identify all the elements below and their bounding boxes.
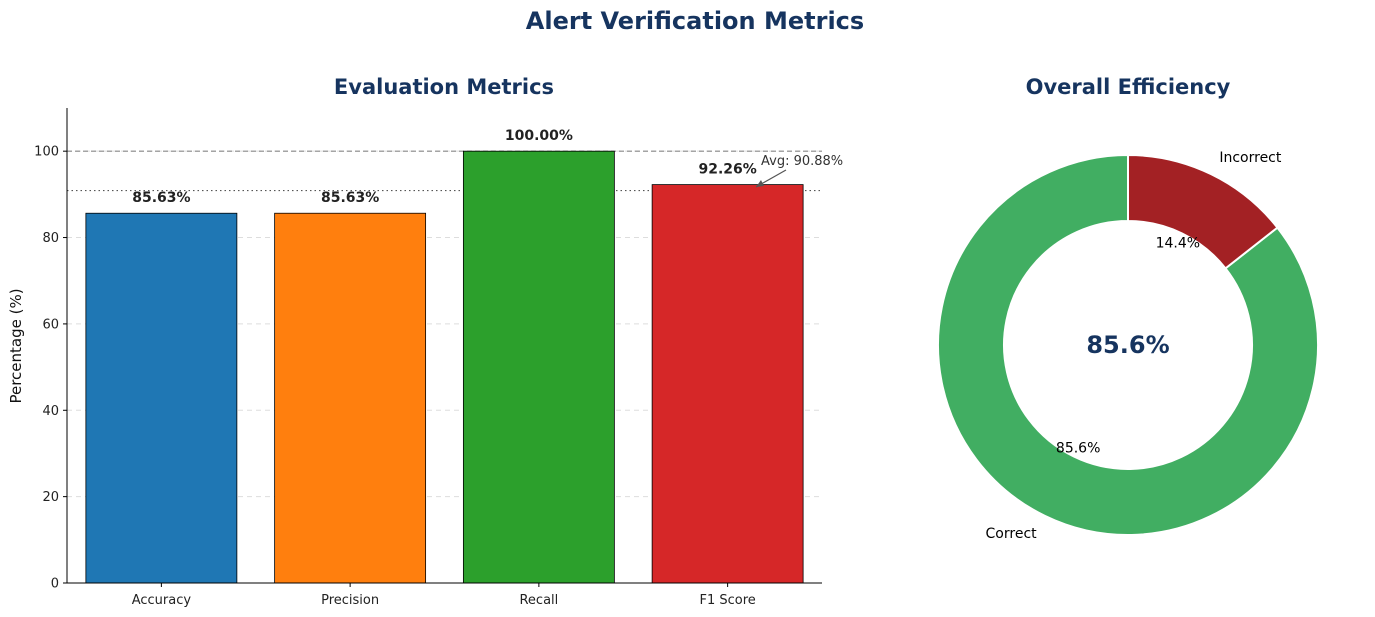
- y-tick-label: 80: [42, 231, 59, 246]
- donut-slice-incorrect: [1127, 153, 1279, 270]
- bar-chart-x-ticks: Accuracy Precision Recall F1 Score: [132, 583, 756, 608]
- average-annotation: Avg: 90.88%: [755, 154, 843, 188]
- bar-accuracy: [85, 212, 238, 584]
- donut-slice-label: Correct: [986, 526, 1038, 542]
- donut-slice-correct: [936, 153, 1319, 536]
- donut-chart-title: Overall Efficiency: [1026, 75, 1231, 99]
- bar-value-label: 100.00%: [505, 128, 573, 144]
- donut-slice-label: Incorrect: [1219, 150, 1282, 166]
- bar-value-label: 92.26%: [698, 162, 756, 178]
- x-tick-label: Accuracy: [132, 593, 192, 608]
- y-tick-label: 60: [42, 317, 59, 332]
- bar-precision: [274, 212, 427, 584]
- bar-chart-bars: [85, 150, 804, 584]
- bar-chart-axes: [66, 108, 822, 584]
- bar-chart-title: Evaluation Metrics: [334, 75, 554, 99]
- average-annotation-label: Avg: 90.88%: [761, 154, 843, 169]
- y-tick-label: 0: [51, 577, 59, 592]
- bar-f1-score: [651, 184, 804, 584]
- figure-title: Alert Verification Metrics: [526, 7, 864, 35]
- donut-slice-percent: 85.6%: [1056, 441, 1100, 457]
- bar-chart: Evaluation Metrics 85.63% 85.63% 100.00% 92…: [7, 75, 843, 608]
- x-tick-label: F1 Score: [699, 593, 755, 608]
- donut-chart-slices: [936, 153, 1319, 536]
- bar-recall: [462, 150, 615, 584]
- donut-slice-percent: 14.4%: [1156, 235, 1200, 251]
- donut-chart-labels: Correct 85.6% Incorrect 14.4%: [986, 150, 1282, 542]
- y-tick-label: 100: [34, 145, 59, 160]
- bar-chart-value-labels: 85.63% 85.63% 100.00% 92.26%: [132, 128, 757, 206]
- y-tick-label: 40: [42, 404, 59, 419]
- bar-value-label: 85.63%: [132, 190, 190, 206]
- y-tick-label: 20: [42, 490, 59, 505]
- donut-chart: Overall Efficiency Correct 85.6% Incorrect…: [936, 75, 1319, 542]
- donut-center-value: 85.6%: [1086, 331, 1169, 359]
- x-tick-label: Recall: [519, 593, 558, 608]
- bar-value-label: 85.63%: [321, 190, 379, 206]
- bar-chart-y-ticks: 0 20 40 60 80 100: [34, 145, 67, 592]
- average-annotation-arrowhead: [756, 180, 764, 187]
- bar-chart-y-axis-label: Percentage (%): [7, 288, 25, 403]
- x-tick-label: Precision: [321, 593, 379, 608]
- bar-chart-reference-lines: [67, 150, 822, 192]
